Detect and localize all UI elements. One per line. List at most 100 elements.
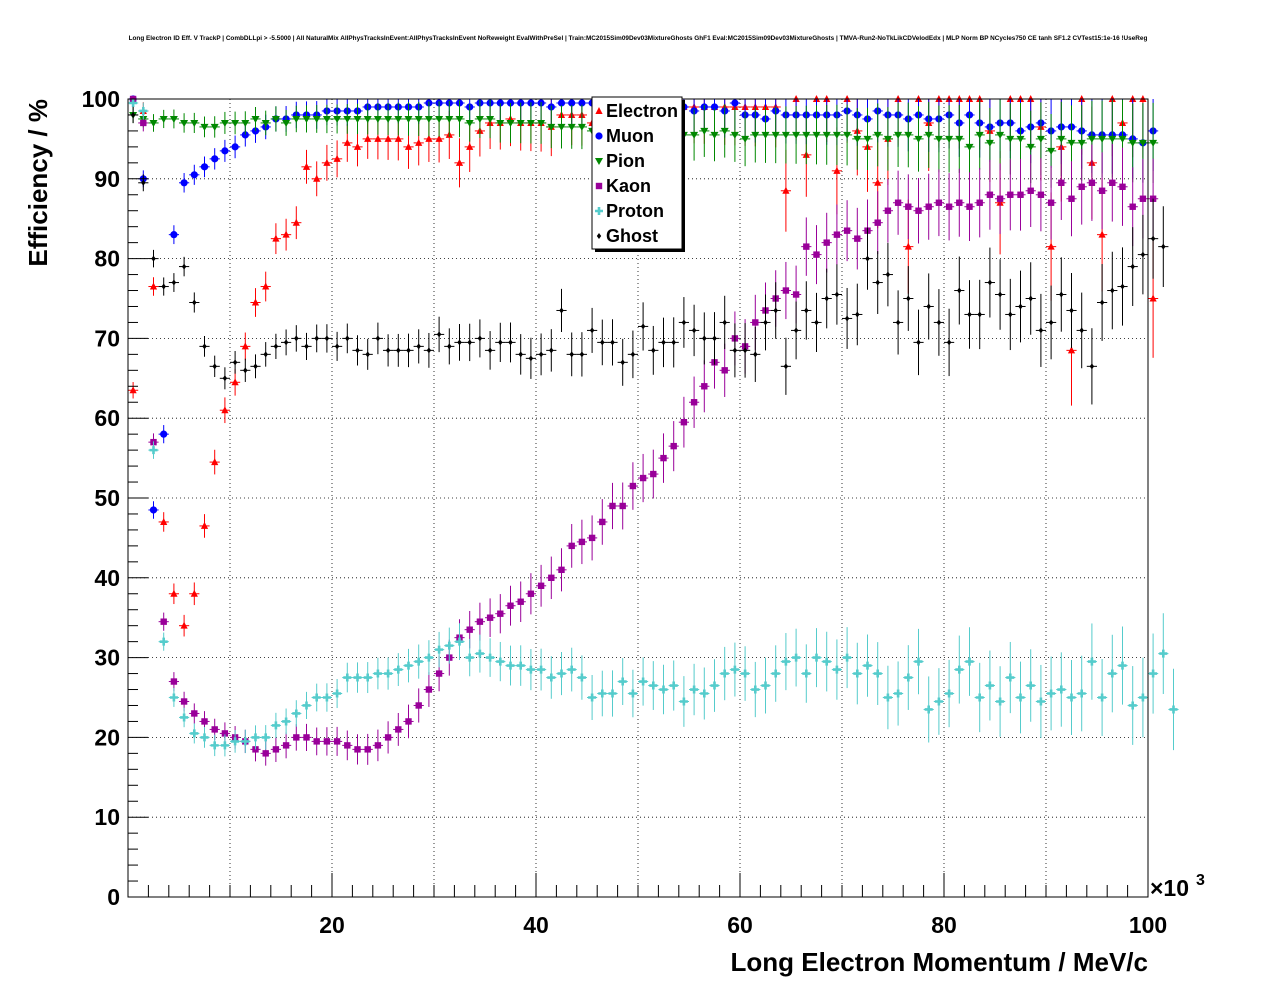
- data-point: [557, 669, 566, 678]
- data-point: [1138, 693, 1147, 702]
- data-point: [802, 669, 811, 678]
- data-point: [528, 355, 534, 362]
- data-point: [914, 657, 923, 666]
- data-point: [1036, 697, 1045, 706]
- data-point: [302, 162, 311, 170]
- data-point: [303, 734, 310, 741]
- data-point: [1169, 705, 1178, 714]
- data-point: [527, 590, 535, 597]
- data-point: [415, 702, 422, 709]
- data-point: [761, 131, 770, 139]
- data-point: [191, 710, 198, 717]
- data-point: [904, 131, 913, 139]
- data-point: [220, 741, 229, 750]
- data-point: [518, 351, 523, 358]
- data-point: [1016, 135, 1025, 143]
- y-tick-label: 50: [94, 485, 120, 511]
- axes-layer: 0 10 20 30 40 50 60 70 80 90 100 20 40 60 80 100: [82, 86, 1168, 938]
- data-point: [1047, 199, 1055, 206]
- data-point: [1067, 346, 1076, 354]
- data-point: [374, 742, 382, 749]
- legend-entry-proton: Proton: [606, 201, 664, 221]
- data-point: [751, 685, 760, 694]
- y-tick-label: 100: [82, 86, 120, 112]
- data-point: [853, 135, 862, 143]
- data-point: [323, 738, 331, 745]
- data-point: [608, 689, 617, 698]
- data-point: [232, 359, 238, 366]
- data-point: [129, 386, 137, 394]
- data-point: [149, 282, 158, 290]
- data-point: [160, 430, 168, 438]
- data-point: [151, 255, 156, 262]
- data-point: [333, 115, 342, 123]
- data-point: [1047, 242, 1055, 250]
- data-point: [537, 119, 546, 127]
- data-point: [741, 135, 750, 143]
- data-point: [934, 135, 943, 143]
- data-point: [159, 637, 168, 646]
- data-point: [1128, 701, 1137, 710]
- data-point: [1108, 669, 1117, 678]
- data-point: [680, 418, 688, 426]
- data-point: [272, 746, 280, 753]
- data-point: [925, 203, 932, 210]
- data-point: [334, 343, 340, 350]
- data-point: [1067, 693, 1076, 702]
- data-point: [251, 298, 260, 306]
- data-point: [220, 119, 229, 127]
- data-point: [292, 218, 300, 226]
- data-point: [965, 657, 974, 666]
- data-point: [955, 665, 964, 674]
- data-point: [404, 661, 413, 670]
- data-point: [435, 670, 443, 677]
- data-point: [261, 733, 270, 742]
- data-point: [547, 673, 556, 682]
- data-point: [731, 99, 739, 107]
- data-point: [833, 231, 841, 238]
- data-point: [792, 653, 801, 662]
- data-point: [669, 681, 678, 690]
- data-point: [690, 399, 698, 406]
- data-point: [395, 726, 402, 733]
- data-point: [1161, 243, 1166, 250]
- data-point: [210, 741, 219, 750]
- data-point: [1067, 139, 1076, 147]
- data-point: [1007, 191, 1014, 198]
- data-point: [557, 99, 566, 107]
- data-point: [712, 335, 717, 342]
- data-point: [567, 665, 576, 674]
- data-point: [263, 351, 268, 358]
- data-point: [447, 343, 452, 350]
- data-point: [1128, 139, 1137, 147]
- data-point: [262, 282, 270, 290]
- x-tick-label: 80: [931, 912, 957, 938]
- data-point: [577, 673, 586, 682]
- data-point: [1006, 673, 1015, 682]
- data-point: [690, 685, 699, 694]
- legend-marker: [595, 132, 603, 140]
- data-point: [730, 131, 739, 139]
- data-point: [1110, 287, 1115, 294]
- data-point: [976, 199, 983, 206]
- data-point: [906, 295, 911, 302]
- data-point: [924, 131, 933, 139]
- data-point: [873, 131, 882, 139]
- y-tick-label: 30: [94, 645, 120, 671]
- data-point: [477, 335, 483, 342]
- data-point: [435, 645, 444, 654]
- data-point: [1089, 363, 1095, 370]
- data-point: [384, 669, 393, 678]
- legend-box: [591, 96, 683, 250]
- data-point: [549, 347, 554, 354]
- data-point: [129, 98, 138, 107]
- data-point: [212, 363, 217, 370]
- x-tick-label: 60: [727, 912, 753, 938]
- data-point: [1077, 689, 1086, 698]
- data-point: [977, 311, 982, 318]
- data-point: [904, 673, 913, 682]
- data-point: [813, 251, 820, 258]
- data-point: [343, 115, 352, 123]
- data-point: [741, 669, 750, 678]
- data-point: [404, 142, 413, 150]
